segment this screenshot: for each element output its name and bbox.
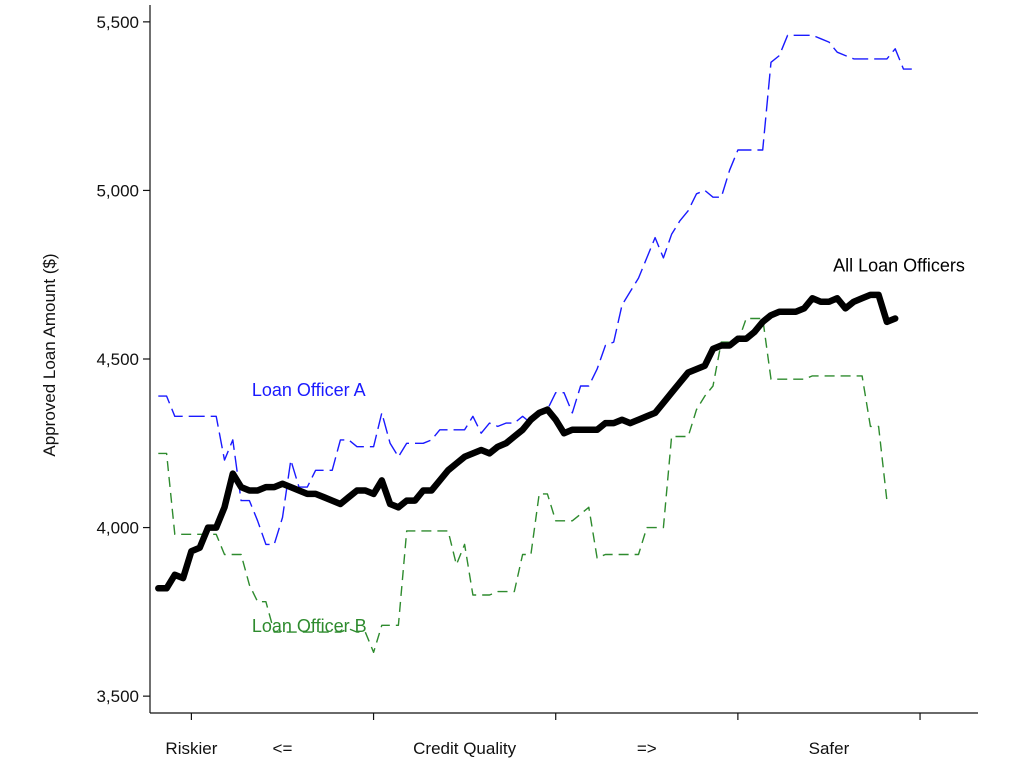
series-line-all-loan-officers (155, 291, 899, 592)
x-category-label: Safer (809, 739, 850, 758)
y-axis-title: Approved Loan Amount ($) (40, 253, 59, 456)
x-category-label: => (637, 739, 657, 758)
series-label-loan-officer-b: Loan Officer B (252, 616, 367, 636)
y-tick-label: 5,000 (96, 181, 139, 200)
x-category-label: Riskier (165, 739, 217, 758)
axes: 3,500 4,000 4,500 5,000 5,500 Riskier <= Credit… (96, 5, 978, 758)
y-tick-label: 4,000 (96, 519, 139, 538)
series-line-loan-officer-a (158, 34, 912, 546)
series-label-loan-officer-a: Loan Officer A (252, 380, 366, 400)
series-label-all-loan-officers: All Loan Officers (833, 255, 965, 275)
y-tick-label: 4,500 (96, 350, 139, 369)
y-tick-label: 3,500 (96, 687, 139, 706)
series-line-loan-officer-b (158, 317, 888, 653)
series-lines (155, 34, 912, 653)
x-category-label: Credit Quality (413, 739, 516, 758)
x-category-label: <= (273, 739, 293, 758)
series-labels: Loan Officer A Loan Officer B All Loan Off… (252, 255, 965, 636)
y-tick-label: 5,500 (96, 13, 139, 32)
